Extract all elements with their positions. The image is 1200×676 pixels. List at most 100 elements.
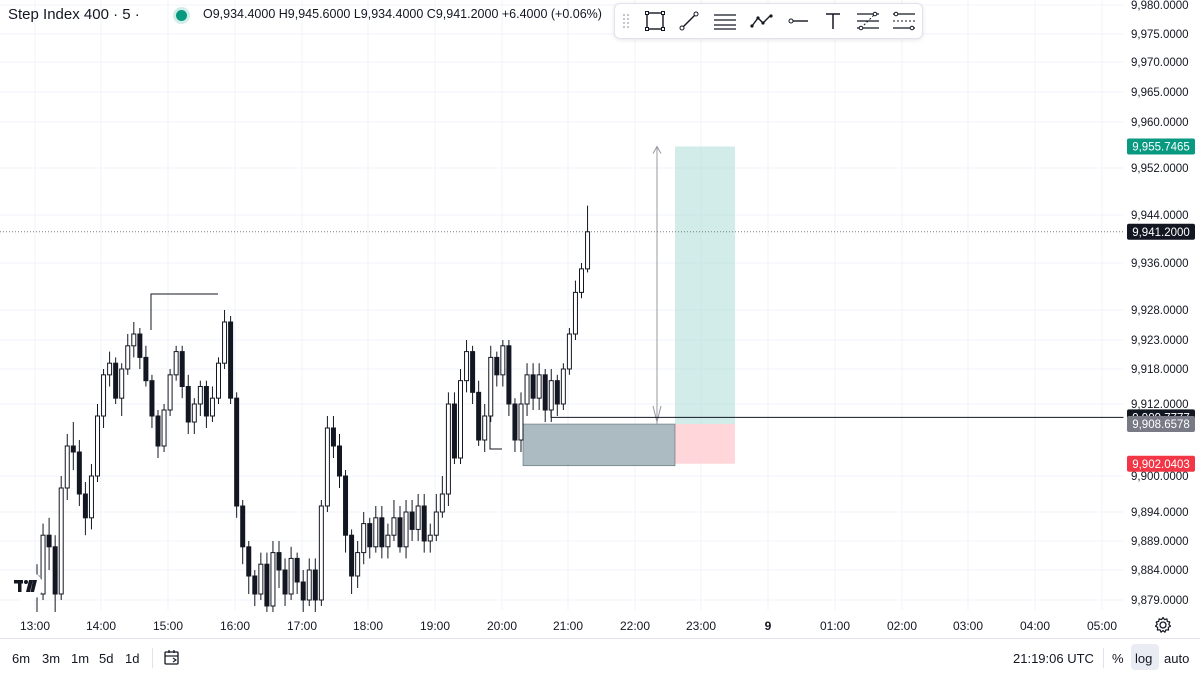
entry-price-badge: 9,908.6578: [1132, 419, 1190, 431]
log-scale-toggle-bg[interactable]: [1131, 644, 1159, 670]
candle-body: [585, 231, 591, 270]
entry-arrow-head: [652, 405, 662, 423]
candle-body: [415, 505, 421, 530]
candle-body: [46, 534, 52, 548]
candle-body: [191, 403, 197, 423]
candle-body: [119, 368, 125, 399]
candle-body: [101, 374, 107, 417]
current-price-badge: 9,941.2000: [1132, 227, 1190, 239]
candle-body: [361, 523, 367, 554]
bottom-toolbar: 6m 3m 1m 5d 1d 21:19:06 UTC % log auto: [0, 638, 1200, 676]
timeframe-1m[interactable]: 1m: [71, 651, 90, 666]
ohlc-readout: O9,934.4000 H9,945.6000 L9,934.4000 C9,9…: [203, 7, 602, 21]
candle-body: [554, 380, 560, 405]
candle-body: [409, 511, 415, 530]
tradingview-logo-icon[interactable]: [9, 571, 43, 601]
percent-scale-toggle[interactable]: %: [1112, 651, 1124, 666]
timeframe-1d[interactable]: 1d: [125, 651, 140, 666]
price-tick-label: 9,928.0000: [1131, 305, 1189, 317]
candle-body: [530, 374, 536, 399]
price-tick-label: 9,884.0000: [1131, 565, 1189, 577]
price-tick-label: 9,944.0000: [1131, 210, 1189, 222]
candle-body: [76, 451, 82, 495]
timeframe-6m[interactable]: 6m: [12, 651, 31, 666]
toolbar-divider: [1103, 648, 1104, 668]
candle-body: [125, 345, 131, 370]
chart-canvas[interactable]: 9,980.0000 9,975.0000 9,970.0000 9,965.0000…: [0, 0, 1200, 638]
price-tick-label: 9,923.0000: [1131, 335, 1189, 347]
current-price-badge-bg: [1127, 223, 1195, 240]
candle-body: [500, 345, 506, 376]
time-tick-label: 13:00: [20, 619, 50, 633]
candle-body: [234, 397, 240, 507]
horizontal-line: [550, 404, 1124, 418]
candle-body: [330, 427, 336, 447]
time-tick-label: 9: [765, 619, 772, 633]
candle-body: [349, 534, 355, 577]
price-tick-label: 9,889.0000: [1131, 536, 1189, 548]
candle-body: [506, 345, 512, 405]
candle-body: [560, 368, 566, 405]
price-tick-label: 9,912.0000: [1131, 399, 1189, 411]
candle-body: [451, 403, 457, 459]
price-tick-label: 9,879.0000: [1131, 595, 1189, 607]
stop-price-badge: 9,902.0403: [1132, 459, 1190, 471]
candle-body: [512, 403, 518, 441]
entry-zone-filled: [522, 423, 676, 467]
candle-body: [318, 505, 324, 601]
settings-gear-icon[interactable]: [1154, 616, 1172, 634]
horizontal-lines-icon[interactable]: [712, 8, 738, 34]
text-icon[interactable]: [820, 8, 846, 34]
candle-body: [155, 415, 161, 447]
time-tick-label: 19:00: [420, 619, 450, 633]
prior-high-line: [150, 293, 218, 330]
candle-body: [373, 517, 379, 548]
candle-body: [276, 552, 282, 571]
candle-body: [222, 321, 228, 364]
target-arrow-head: [652, 145, 662, 154]
parallel-channel-icon[interactable]: [891, 8, 917, 34]
candle-body: [173, 351, 179, 376]
date-range-calendar-icon[interactable]: [162, 648, 182, 668]
log-scale-toggle[interactable]: log: [1135, 651, 1153, 666]
candle-body: [572, 291, 578, 335]
candle-body: [343, 475, 349, 536]
candle-body: [64, 445, 70, 489]
path-icon[interactable]: [749, 8, 775, 34]
candle-body: [143, 356, 149, 382]
candle-body: [252, 575, 258, 595]
candle-body: [258, 563, 264, 595]
trend-line-icon[interactable]: [676, 8, 702, 34]
candle-body: [167, 374, 173, 411]
price-tick-label: 9,980.0000: [1131, 0, 1189, 12]
candle-body: [397, 517, 403, 548]
fib-retracement-icon[interactable]: [855, 8, 881, 34]
symbol-title[interactable]: Step Index 400 · 5 ·: [8, 6, 140, 23]
candle-body: [379, 517, 385, 548]
price-tick-label: 9,900.0000: [1131, 471, 1189, 483]
drawing-toolbar: [614, 3, 923, 39]
price-tick-label: 9,960.0000: [1131, 117, 1189, 129]
timeframe-3m[interactable]: 3m: [42, 651, 61, 666]
horizontal-ray-icon[interactable]: [785, 8, 811, 34]
candle-body: [470, 351, 476, 393]
candle-body: [52, 546, 58, 595]
candle-body: [421, 505, 427, 542]
candle-body: [579, 268, 584, 293]
time-tick-label: 20:00: [487, 619, 517, 633]
candle-body: [433, 511, 439, 536]
candle-body: [439, 493, 445, 513]
auto-scale-toggle[interactable]: auto: [1164, 651, 1190, 666]
time-tick-label: 05:00: [1087, 619, 1117, 633]
candle-body: [82, 493, 88, 519]
candle-body: [542, 374, 548, 411]
rectangle-icon[interactable]: [642, 8, 668, 34]
candle-body: [494, 356, 500, 376]
candle-body: [161, 409, 167, 447]
candle-body: [264, 563, 270, 607]
drag-grip-icon[interactable]: [622, 13, 630, 29]
candle-body: [566, 333, 572, 370]
timeframe-5d[interactable]: 5d: [99, 651, 114, 666]
candle-body: [536, 374, 542, 399]
utc-clock[interactable]: 21:19:06 UTC: [1013, 651, 1094, 666]
